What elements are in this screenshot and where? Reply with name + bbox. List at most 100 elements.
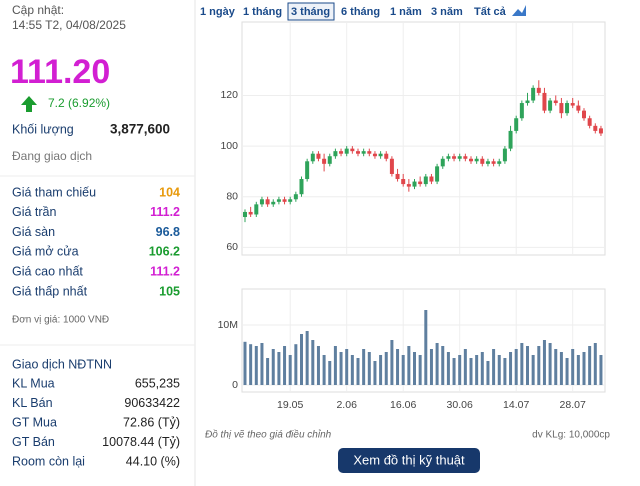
candle-body	[480, 158, 485, 164]
volume-bar	[249, 344, 253, 385]
volume-bar	[418, 355, 422, 385]
candle-body	[553, 100, 558, 104]
range-tab[interactable]: 1 ngày	[200, 6, 236, 18]
technical-chart-button-label[interactable]: Xem đồ thị kỹ thuật	[353, 452, 465, 467]
volume-bar	[379, 355, 383, 385]
candle-body	[514, 118, 519, 131]
x-tick-label: 16.06	[390, 399, 416, 411]
price-row-label: Giá thấp nhất	[12, 284, 88, 298]
candle-body	[333, 151, 338, 157]
price-row-label: Giá mở cửa	[12, 245, 79, 259]
candle-body	[276, 199, 281, 202]
price-row-label: Giá trần	[12, 205, 57, 219]
price-row-value: 111.2	[150, 205, 180, 219]
volume-bar	[305, 331, 309, 385]
volume-bar	[384, 352, 388, 385]
volume-bar	[401, 355, 405, 385]
volume-bar	[328, 361, 332, 385]
chart-icon[interactable]	[512, 5, 526, 16]
candle-body	[327, 156, 332, 164]
volume-panel	[241, 288, 606, 393]
volume-bar	[441, 346, 445, 385]
volume-bar	[413, 352, 416, 385]
volume-bar	[503, 358, 507, 385]
current-price: 111.20	[10, 53, 110, 91]
range-tab[interactable]: 3 tháng	[291, 6, 330, 18]
volume-bar	[452, 358, 456, 385]
foreign-row-value: 44.10 (%)	[126, 454, 180, 468]
volume-bar	[599, 355, 603, 385]
range-tab[interactable]: Tất cả	[474, 6, 507, 18]
volume-bar	[469, 358, 473, 385]
candle-body	[322, 158, 327, 164]
range-tab[interactable]: 6 tháng	[341, 6, 380, 18]
volume-bar	[582, 352, 586, 385]
volume-bar	[548, 343, 552, 385]
volume-tick-label: 10M	[218, 319, 238, 331]
volume-bar	[559, 352, 563, 385]
candle-body	[457, 156, 462, 159]
candle-body	[305, 161, 310, 180]
candle-body	[423, 176, 428, 185]
foreign-row-label: GT Mua	[12, 415, 57, 429]
candle-body	[593, 125, 598, 131]
candle-body	[491, 161, 496, 164]
foreign-row-value: 72.86 (Tỷ)	[123, 415, 180, 429]
volume-bar	[350, 355, 354, 385]
candle-body	[548, 100, 553, 111]
candle-body	[587, 118, 592, 126]
candle-body	[463, 156, 468, 159]
volume-bar	[367, 352, 371, 385]
candle-body	[288, 199, 293, 202]
candle-body	[485, 161, 490, 164]
y-tick-label: 80	[226, 191, 238, 203]
candle-body	[446, 156, 451, 159]
volume-bar	[266, 358, 270, 385]
price-row-value: 96.8	[156, 225, 180, 239]
volume-bar	[356, 358, 360, 385]
candle-body	[406, 184, 411, 187]
foreign-row-label: KL Bán	[12, 396, 53, 410]
up-arrow	[21, 96, 37, 112]
updated-time: 14:55 T2, 04/08/2025	[12, 18, 126, 32]
candle-body	[310, 153, 315, 162]
price-row-label: Giá sàn	[12, 225, 55, 239]
candle-body	[372, 153, 377, 157]
volume-value: 3,877,600	[110, 122, 170, 137]
candle-body	[271, 201, 276, 205]
y-tick-label: 100	[220, 140, 238, 152]
candle-body	[598, 128, 603, 134]
candle-body	[542, 92, 547, 111]
candle-body	[570, 103, 575, 106]
volume-bar	[492, 349, 496, 385]
volume-bar	[531, 355, 535, 385]
candle-body	[243, 211, 247, 218]
candle-body	[361, 151, 366, 154]
volume-bar	[509, 352, 513, 385]
foreign-row-label: GT Bán	[12, 435, 55, 449]
candle-body	[474, 158, 479, 162]
active-tab-box	[287, 2, 335, 21]
volume-bar	[254, 346, 258, 385]
range-tab[interactable]: 1 năm	[390, 6, 422, 18]
chart-note: Đồ thị vẽ theo giá điều chỉnh	[205, 429, 332, 441]
x-tick-label: 2.06	[336, 399, 357, 411]
volume-label: Khối lượng	[12, 122, 74, 136]
foreign-row-label: Room còn lại	[12, 454, 85, 468]
volume-bar	[345, 349, 349, 385]
price-row-value: 105	[159, 284, 180, 298]
candle-body	[452, 156, 457, 159]
candle-body	[378, 153, 383, 157]
volume-bar	[463, 349, 467, 385]
range-tab[interactable]: 3 năm	[431, 6, 463, 18]
x-tick-label: 14.07	[503, 399, 529, 411]
candle-body	[395, 173, 400, 180]
candle-body	[293, 194, 298, 200]
volume-bar	[277, 352, 281, 385]
range-tab[interactable]: 1 tháng	[243, 6, 282, 18]
foreign-row-label: KL Mua	[12, 376, 55, 390]
technical-chart-button[interactable]	[338, 448, 480, 473]
price-panel	[241, 21, 606, 256]
price-row-value: 104	[159, 185, 180, 199]
